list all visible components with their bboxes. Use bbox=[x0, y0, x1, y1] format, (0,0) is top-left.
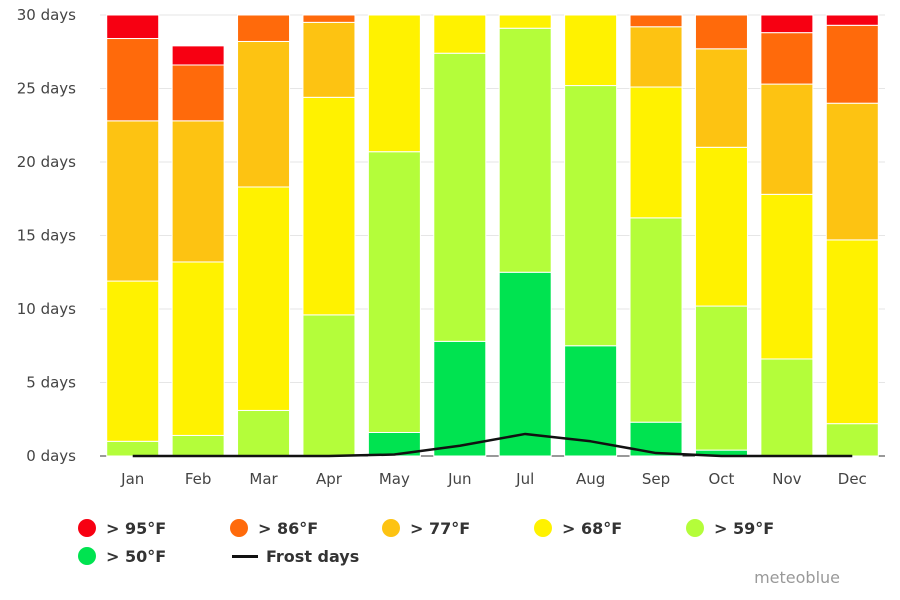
bar-segment[interactable] bbox=[498, 27, 552, 273]
legend-label-95f: > 95°F bbox=[106, 518, 167, 538]
bar-segment[interactable] bbox=[760, 358, 814, 457]
x-tick-label: Feb bbox=[185, 470, 212, 488]
legend-label-68f: > 68°F bbox=[562, 518, 623, 538]
bar-segment[interactable] bbox=[760, 32, 814, 85]
bar-segment[interactable] bbox=[629, 86, 683, 219]
legend-row-1: > 95°F > 86°F > 77°F > 68°F > 59°F bbox=[78, 514, 838, 542]
legend-dot-95f bbox=[78, 519, 96, 537]
legend-label-frost-days: Frost days bbox=[266, 546, 360, 566]
bar-segment[interactable] bbox=[302, 14, 356, 23]
legend-label-77f: > 77°F bbox=[410, 518, 471, 538]
y-tick-label: 0 days bbox=[26, 447, 76, 465]
legend: > 95°F > 86°F > 77°F > 68°F > 59°F > 50°… bbox=[78, 514, 838, 570]
legend-line-frost-days bbox=[232, 554, 258, 558]
x-tick-label: Mar bbox=[249, 470, 278, 488]
x-tick-label: Jan bbox=[120, 470, 144, 488]
x-tick-label: May bbox=[379, 470, 410, 488]
y-tick-label: 30 days bbox=[17, 6, 76, 24]
bar-segment[interactable] bbox=[302, 21, 356, 98]
legend-item-95f[interactable]: > 95°F bbox=[78, 519, 230, 538]
legend-row-2: > 50°F Frost days bbox=[78, 542, 838, 570]
y-tick-label: 25 days bbox=[17, 80, 76, 98]
bar-segment[interactable] bbox=[106, 14, 160, 40]
bar-segment[interactable] bbox=[629, 217, 683, 423]
bar-segment[interactable] bbox=[825, 102, 879, 241]
bar-segment[interactable] bbox=[367, 14, 421, 153]
x-tick-label: Aug bbox=[576, 470, 605, 488]
legend-item-59f[interactable]: > 59°F bbox=[686, 519, 838, 538]
bar-segment[interactable] bbox=[825, 24, 879, 104]
legend-dot-68f bbox=[534, 519, 552, 537]
bar-segment[interactable] bbox=[629, 26, 683, 88]
bar-segment[interactable] bbox=[237, 409, 291, 457]
legend-label-86f: > 86°F bbox=[258, 518, 319, 538]
legend-dot-50f bbox=[78, 547, 96, 565]
x-tick-label: Nov bbox=[772, 470, 801, 488]
bar-segment[interactable] bbox=[564, 85, 618, 347]
y-tick-label: 20 days bbox=[17, 153, 76, 171]
bar-segment[interactable] bbox=[106, 440, 160, 457]
legend-item-50f[interactable]: > 50°F bbox=[78, 547, 232, 566]
bar-segment[interactable] bbox=[498, 14, 552, 29]
legend-dot-86f bbox=[230, 519, 248, 537]
bar-segment[interactable] bbox=[760, 83, 814, 195]
x-tick-label: Apr bbox=[316, 470, 343, 488]
bar-segment[interactable] bbox=[694, 146, 748, 307]
bar-segment[interactable] bbox=[694, 14, 748, 50]
bar-segment[interactable] bbox=[171, 261, 225, 436]
bar-segment[interactable] bbox=[694, 48, 748, 148]
bar-segment[interactable] bbox=[825, 14, 879, 26]
bar-segment[interactable] bbox=[302, 314, 356, 457]
bar-segment[interactable] bbox=[564, 14, 618, 87]
legend-item-86f[interactable]: > 86°F bbox=[230, 519, 382, 538]
gridlines bbox=[100, 14, 885, 457]
x-tick-label: Jun bbox=[447, 470, 471, 488]
legend-label-59f: > 59°F bbox=[714, 518, 775, 538]
bar-segment[interactable] bbox=[171, 64, 225, 122]
bar-segment[interactable] bbox=[106, 120, 160, 282]
bar-segment[interactable] bbox=[433, 340, 487, 457]
bar-segment[interactable] bbox=[171, 434, 225, 457]
bar-segment[interactable] bbox=[433, 52, 487, 342]
frost-days-line-group bbox=[132, 432, 853, 458]
bar-segment[interactable] bbox=[760, 193, 814, 360]
bar-segment[interactable] bbox=[171, 120, 225, 263]
legend-dot-59f bbox=[686, 519, 704, 537]
legend-item-frost-days[interactable]: Frost days bbox=[232, 547, 432, 566]
bar-segment[interactable] bbox=[629, 14, 683, 28]
legend-item-77f[interactable]: > 77°F bbox=[382, 519, 534, 538]
bar-segment[interactable] bbox=[433, 14, 487, 54]
bar-segment[interactable] bbox=[498, 271, 552, 457]
x-tick-label: Oct bbox=[708, 470, 734, 488]
bar-segment[interactable] bbox=[237, 14, 291, 42]
x-tick-label: Jul bbox=[515, 470, 534, 488]
x-axis-labels: Jan Feb Mar Apr May Jun Jul Aug Sep Oct Nov Dec bbox=[120, 470, 867, 488]
y-tick-label: 15 days bbox=[17, 227, 76, 245]
bar-segment[interactable] bbox=[694, 305, 748, 451]
bar-segment[interactable] bbox=[367, 151, 421, 433]
bar-segment[interactable] bbox=[825, 423, 879, 457]
legend-item-68f[interactable]: > 68°F bbox=[534, 519, 686, 538]
bar-segment[interactable] bbox=[171, 45, 225, 66]
bar-segment[interactable] bbox=[825, 239, 879, 425]
frost-days-line[interactable] bbox=[132, 432, 853, 458]
y-tick-label: 10 days bbox=[17, 300, 76, 318]
bar-segment[interactable] bbox=[564, 345, 618, 457]
legend-dot-77f bbox=[382, 519, 400, 537]
bar-segment[interactable] bbox=[237, 186, 291, 411]
y-tick-label: 5 days bbox=[26, 374, 76, 392]
chart: 0 days 5 days 10 days 15 days 20 days 25 days… bbox=[17, 6, 885, 488]
credit-meteoblue[interactable]: meteoblue bbox=[754, 568, 840, 587]
legend-label-50f: > 50°F bbox=[106, 546, 167, 566]
bar-segment[interactable] bbox=[106, 280, 160, 442]
bar-segment[interactable] bbox=[106, 38, 160, 122]
bar-segment[interactable] bbox=[302, 96, 356, 316]
bar-segment[interactable] bbox=[237, 40, 291, 188]
x-tick-label: Dec bbox=[838, 470, 867, 488]
bar-segment[interactable] bbox=[760, 14, 814, 34]
y-axis-labels: 0 days 5 days 10 days 15 days 20 days 25 days… bbox=[17, 6, 76, 465]
x-tick-label: Sep bbox=[642, 470, 670, 488]
bars bbox=[106, 14, 879, 457]
